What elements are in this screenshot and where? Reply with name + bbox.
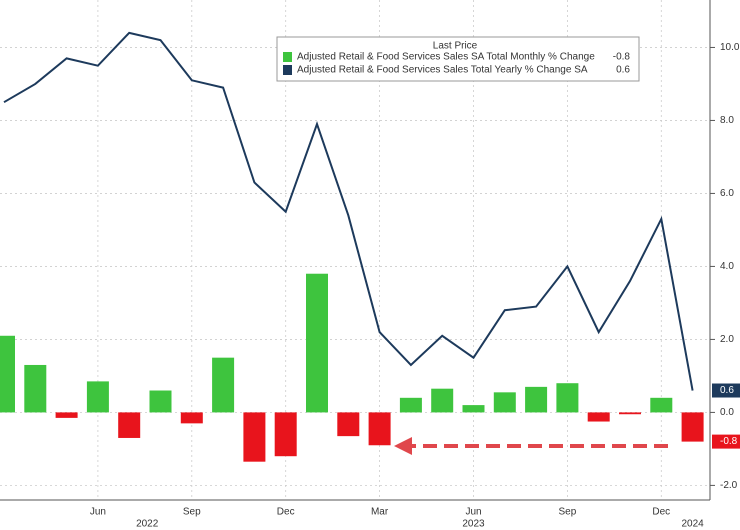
x-tick-label: Sep — [559, 507, 577, 518]
bar — [337, 412, 360, 437]
bar — [525, 386, 548, 413]
bar — [462, 405, 485, 413]
bar — [368, 412, 391, 446]
bar — [274, 412, 297, 457]
y-tick-label: 10.0 — [720, 42, 740, 53]
legend-label: Adjusted Retail & Food Services Sales To… — [297, 65, 588, 76]
legend-label: Adjusted Retail & Food Services Sales SA… — [297, 52, 595, 63]
annotation-arrow — [394, 437, 668, 455]
line — [3, 31, 694, 391]
legend-value: 0.6 — [616, 65, 630, 76]
bar — [86, 381, 109, 413]
legend-box — [276, 36, 640, 82]
x-tick-label: Sep — [183, 507, 201, 518]
bar — [306, 273, 328, 413]
y-tick-label: -2.0 — [720, 480, 738, 491]
legend-value: -0.8 — [613, 52, 631, 63]
bar — [681, 412, 704, 442]
bar — [587, 412, 610, 422]
x-year-label: 2023 — [462, 519, 485, 530]
legend-title: Last Price — [433, 41, 478, 52]
y-tick-label: 0.0 — [720, 407, 734, 418]
x-tick-label: Jun — [90, 507, 106, 518]
x-year-label: 2024 — [681, 519, 704, 530]
last-value-label: 0.6 — [720, 385, 734, 396]
bar — [650, 397, 673, 413]
bar — [493, 392, 516, 413]
plot — [0, 31, 704, 462]
x-tick-label: Dec — [277, 507, 295, 518]
last-value-box — [712, 383, 740, 398]
bar — [243, 412, 266, 462]
x-year-label: 2022 — [136, 519, 159, 530]
bar — [556, 383, 579, 413]
bar — [0, 335, 15, 413]
bar — [399, 397, 422, 413]
bar — [149, 390, 172, 413]
x-tick-label: Jun — [465, 507, 481, 518]
bar — [431, 388, 454, 413]
bar — [212, 357, 235, 413]
y-tick-label: 6.0 — [720, 188, 734, 199]
y-tick-label: 4.0 — [720, 261, 734, 272]
bar — [118, 412, 141, 438]
bar — [55, 412, 78, 418]
legend-swatch — [283, 52, 292, 62]
bar — [619, 412, 641, 415]
y-tick-label: 8.0 — [720, 115, 734, 126]
last-value-label: -0.8 — [720, 436, 738, 447]
bar — [24, 364, 47, 413]
bar — [180, 412, 203, 424]
last-value-box — [712, 434, 740, 449]
x-tick-label: Mar — [371, 507, 389, 518]
x-tick-label: Dec — [652, 507, 670, 518]
y-tick-label: 2.0 — [720, 334, 734, 345]
legend: Last Price — [276, 36, 640, 82]
legend-swatch — [283, 65, 292, 75]
